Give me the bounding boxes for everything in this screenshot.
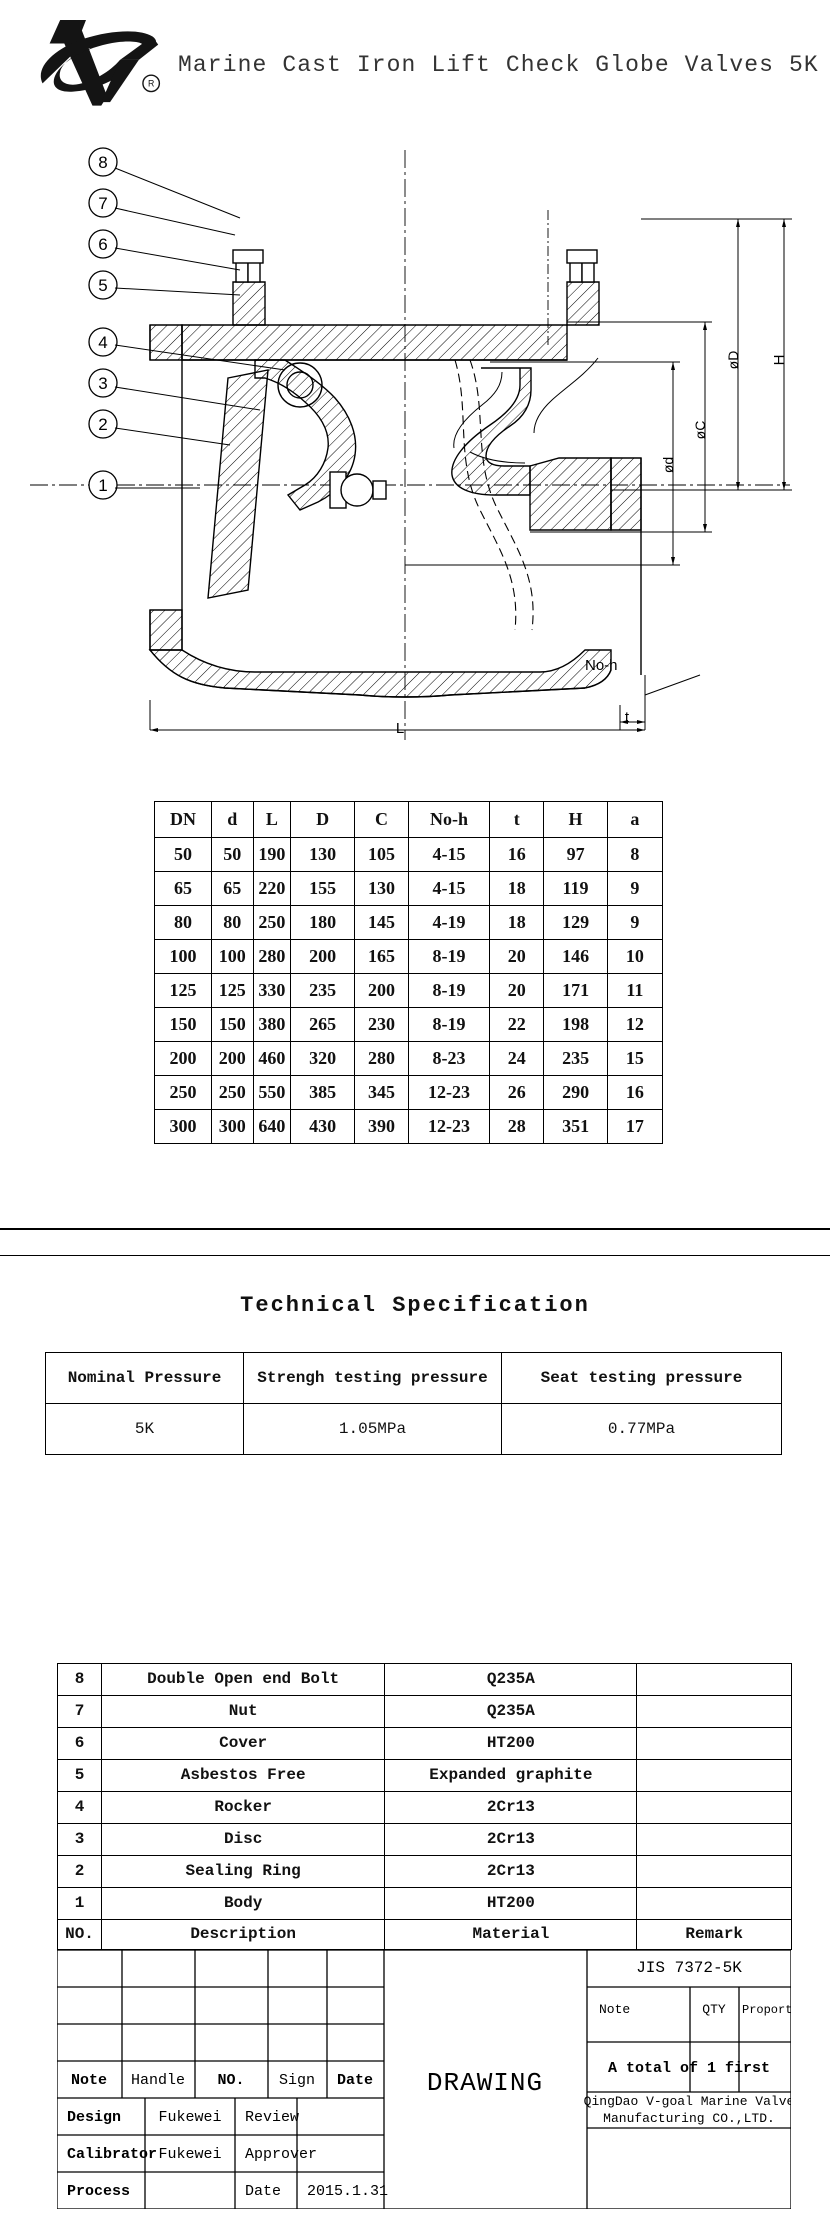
svg-text:Date: Date [245,2183,281,2200]
svg-text:1: 1 [98,476,107,495]
svg-text:Manufacturing CO.,LTD.: Manufacturing CO.,LTD. [603,2111,775,2126]
svg-text:Fukewei: Fukewei [158,2109,221,2126]
svg-text:Design: Design [67,2109,121,2126]
svg-text:ød: ød [660,457,676,473]
svg-text:Proportion: Proportion [742,2003,791,2017]
svg-text:3: 3 [98,374,107,393]
svg-text:L: L [396,720,404,737]
svg-text:øD: øD [725,351,741,370]
svg-text:R: R [148,78,154,88]
svg-text:Approver: Approver [245,2146,317,2163]
svg-text:Review: Review [245,2109,299,2126]
svg-text:No-h: No-h [585,657,618,674]
svg-text:8: 8 [98,153,107,172]
svg-text:JIS 7372-5K: JIS 7372-5K [636,1959,742,1977]
svg-text:NO.: NO. [217,2072,244,2089]
svg-text:Fukewei: Fukewei [158,2146,221,2163]
svg-text:QTY: QTY [702,2002,726,2017]
svg-text:7: 7 [98,194,107,213]
svg-text:Date: Date [337,2072,373,2089]
svg-text:Calibrator: Calibrator [67,2146,157,2163]
svg-text:Process: Process [67,2183,130,2200]
svg-text:Sign: Sign [279,2072,315,2089]
svg-text:5: 5 [98,276,107,295]
svg-text:4: 4 [98,333,107,352]
svg-text:QingDao V-goal Marine Valve: QingDao V-goal Marine Valve [584,2094,791,2109]
svg-text:t: t [625,709,630,726]
svg-text:Note: Note [71,2072,107,2089]
svg-text:Note: Note [599,2002,630,2017]
svg-text:6: 6 [98,235,107,254]
svg-text:A total of 1 first: A total of 1 first [608,2060,770,2077]
svg-text:DRAWING: DRAWING [427,2068,543,2098]
svg-text:H: H [771,355,788,366]
svg-text:øC: øC [692,421,708,440]
svg-text:Handle: Handle [131,2072,185,2089]
svg-text:2: 2 [98,415,107,434]
svg-text:2015.1.31: 2015.1.31 [307,2183,388,2200]
